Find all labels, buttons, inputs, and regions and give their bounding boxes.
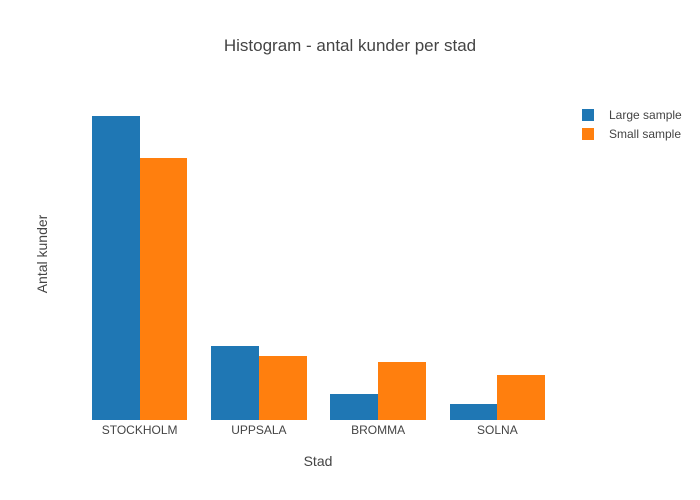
y-axis-label: Antal kunder <box>34 214 50 294</box>
bar-large-sample-stockholm[interactable] <box>91 116 140 420</box>
bar-large-sample-uppsala[interactable] <box>211 346 259 420</box>
plot-area <box>80 100 557 420</box>
bar-small-sample-solna[interactable] <box>497 375 546 420</box>
chart-title: Histogram - antal kunder per stad <box>223 36 477 55</box>
x-axis-label: Stad <box>303 453 333 469</box>
legend-label: Large sample <box>609 107 682 122</box>
bar-large-sample-solna[interactable] <box>449 404 498 420</box>
legend-item-large-sample[interactable]: Large sample <box>582 105 682 124</box>
x-tick-label-bromma: BROMMA <box>351 423 406 437</box>
legend-item-small-sample[interactable]: Small sample <box>582 124 682 143</box>
bar-small-sample-uppsala[interactable] <box>258 356 307 420</box>
bar-small-sample-stockholm[interactable] <box>139 157 188 420</box>
x-tick-label-uppsala: UPPSALA <box>231 423 287 437</box>
x-axis-ticks: STOCKHOLM UPPSALA BROMMA SOLNA <box>80 423 557 439</box>
x-tick-label-stockholm: STOCKHOLM <box>101 423 178 437</box>
legend: Large sample Small sample <box>582 105 682 143</box>
bar-large-sample-bromma[interactable] <box>330 394 379 420</box>
legend-swatch-icon <box>582 108 594 121</box>
x-tick-label-solna: SOLNA <box>477 423 518 437</box>
legend-swatch-icon <box>582 127 594 140</box>
bar-small-sample-bromma[interactable] <box>378 362 426 420</box>
legend-label: Small sample <box>609 126 682 141</box>
